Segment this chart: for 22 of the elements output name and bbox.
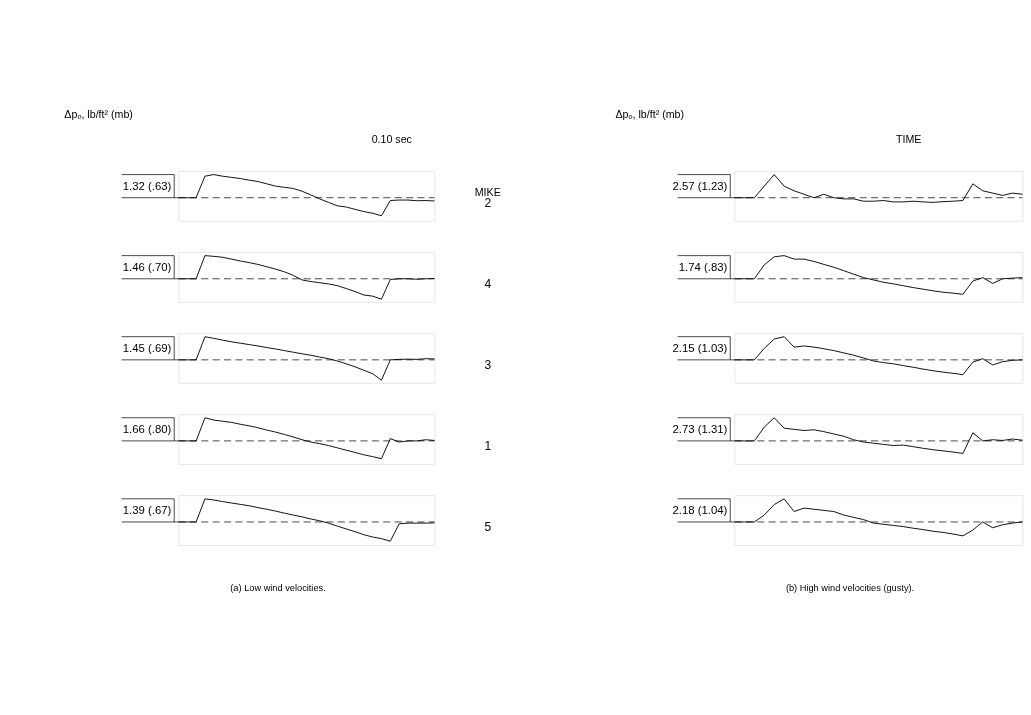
text: TIME bbox=[895, 132, 922, 145]
y-axis-title: Δpₒ, lb/ft² (mb) bbox=[615, 107, 685, 120]
text: 2.18 (1.04) bbox=[672, 503, 728, 516]
text: 1.74 (.83) bbox=[678, 260, 728, 273]
text: 2.57 (1.23) bbox=[672, 179, 728, 192]
text: 2.15 (1.03) bbox=[672, 341, 728, 354]
text: 1 bbox=[484, 439, 492, 454]
text: 1.46 (.70) bbox=[122, 260, 172, 273]
text: 4 bbox=[484, 277, 492, 292]
text: 0.10 sec bbox=[371, 132, 413, 145]
text: 3 bbox=[484, 358, 492, 373]
text: 1.39 (.67) bbox=[122, 503, 172, 516]
text: 1.45 (.69) bbox=[122, 341, 172, 354]
text: 2 bbox=[484, 195, 492, 210]
x-axis-title: (a) Low wind velocities. bbox=[230, 582, 326, 593]
text: 2.73 (1.31) bbox=[672, 422, 728, 435]
x-axis-title: (b) High wind velocities (gusty). bbox=[785, 582, 915, 593]
y-axis-title: Δpₒ, lb/ft² (mb) bbox=[64, 107, 133, 120]
text: 1.32 (.63) bbox=[122, 179, 172, 192]
text: 1.66 (.80) bbox=[122, 422, 172, 435]
text: 5 bbox=[484, 520, 492, 535]
text: MIKE bbox=[474, 185, 501, 198]
